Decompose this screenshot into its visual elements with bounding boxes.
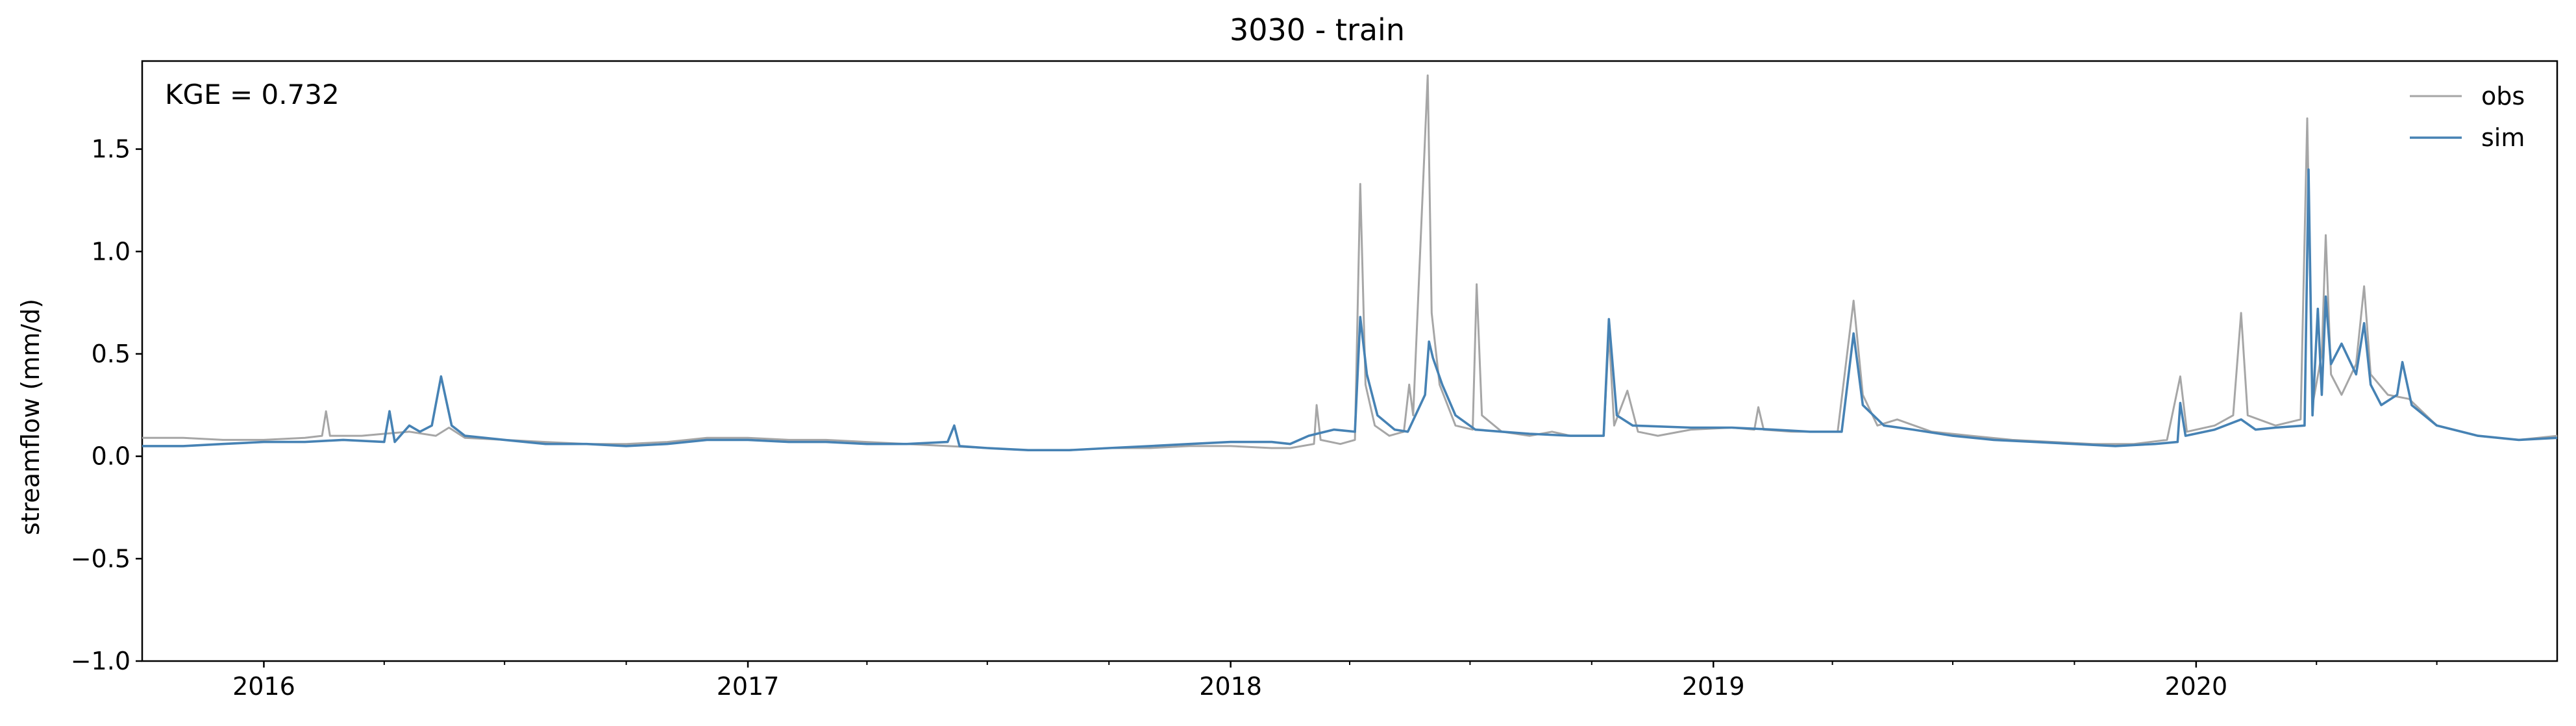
series-line-obs bbox=[142, 74, 2558, 451]
x-tick-label: 2016 bbox=[232, 672, 295, 701]
x-tick-label: 2020 bbox=[2164, 672, 2227, 701]
x-axis: 2016 2017 2018 2019 2020 bbox=[232, 661, 2438, 701]
series-line-sim bbox=[142, 168, 2558, 451]
y-axis: −1.0 −0.5 0.0 0.5 1.0 1.5 bbox=[71, 135, 142, 675]
legend: obs sim bbox=[2410, 82, 2525, 152]
y-tick-label: 1.0 bbox=[92, 237, 130, 266]
y-tick-label: −1.0 bbox=[71, 647, 130, 675]
x-tick-label: 2017 bbox=[717, 672, 780, 701]
x-tick-label: 2018 bbox=[1199, 672, 1262, 701]
kge-annotation: KGE = 0.732 bbox=[165, 79, 340, 110]
legend-label-sim: sim bbox=[2481, 123, 2525, 152]
y-tick-label: 0.0 bbox=[92, 442, 130, 471]
x-tick-label: 2019 bbox=[1682, 672, 1745, 701]
legend-label-obs: obs bbox=[2481, 82, 2525, 110]
y-axis-label: streamflow (mm/d) bbox=[16, 299, 45, 535]
series-layer bbox=[142, 74, 2558, 451]
y-tick-label: 0.5 bbox=[92, 340, 130, 368]
y-tick-label: 1.5 bbox=[92, 135, 130, 164]
chart-title: 3030 - train bbox=[1230, 12, 1405, 47]
y-tick-label: −0.5 bbox=[71, 544, 130, 573]
